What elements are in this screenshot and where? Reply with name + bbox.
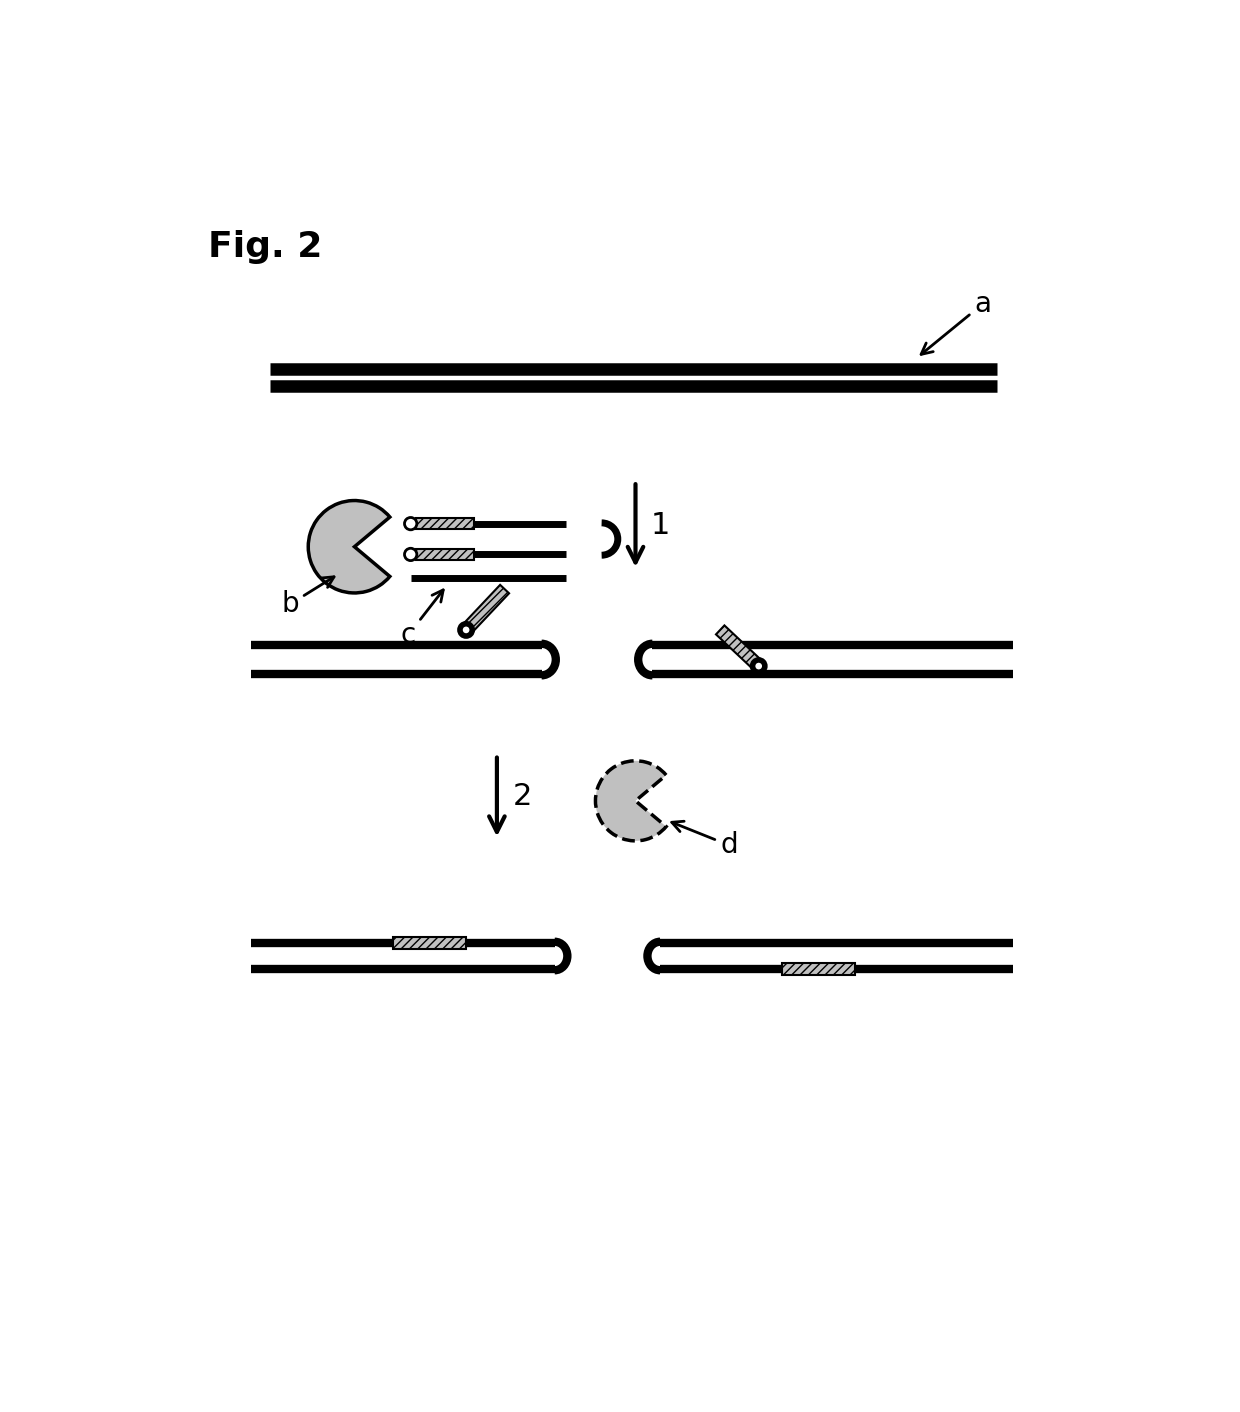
Circle shape — [460, 624, 472, 635]
Circle shape — [753, 659, 765, 672]
Text: Fig. 2: Fig. 2 — [208, 230, 322, 264]
Text: d: d — [672, 822, 738, 858]
Bar — [417, 518, 474, 530]
Text: 1: 1 — [651, 511, 671, 539]
Text: a: a — [921, 289, 991, 354]
Text: b: b — [281, 576, 334, 618]
Wedge shape — [309, 500, 389, 593]
Circle shape — [404, 548, 417, 561]
Bar — [417, 549, 474, 559]
Text: 2: 2 — [512, 782, 532, 812]
Wedge shape — [595, 761, 666, 842]
Bar — [393, 938, 466, 949]
Bar — [461, 585, 510, 634]
Bar — [715, 626, 763, 671]
Circle shape — [404, 517, 417, 530]
Text: c: c — [401, 590, 443, 650]
Bar — [781, 963, 854, 974]
